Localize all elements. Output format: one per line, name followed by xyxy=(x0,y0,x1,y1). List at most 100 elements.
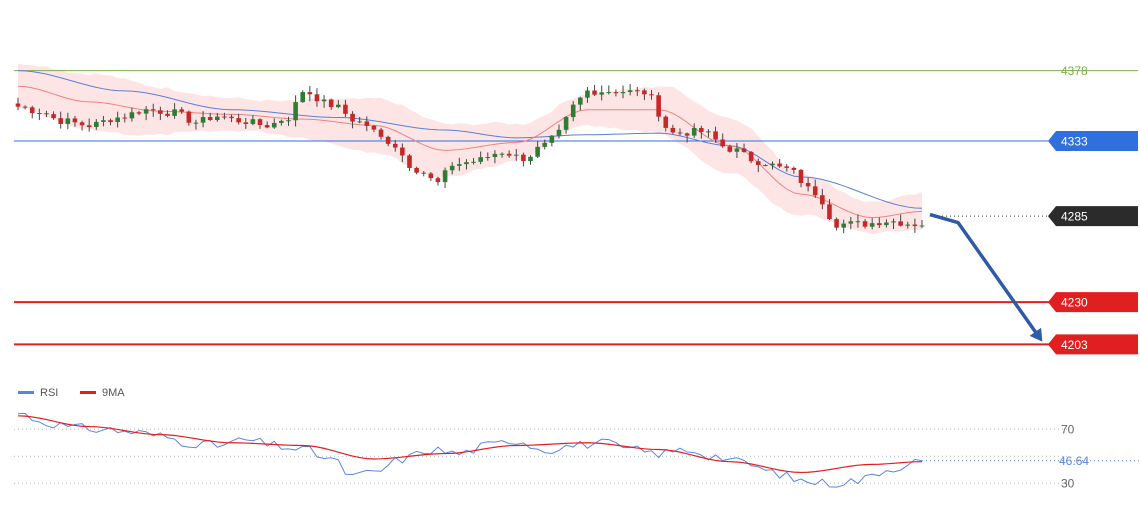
candle-body xyxy=(222,116,227,118)
candle-body xyxy=(129,112,135,119)
candle xyxy=(86,118,92,132)
candle xyxy=(158,106,163,120)
candle-body xyxy=(748,151,754,162)
candle xyxy=(215,112,220,122)
candle xyxy=(862,219,868,229)
candle-body xyxy=(435,178,441,183)
candle xyxy=(279,119,284,126)
candle xyxy=(165,110,170,118)
candle-body xyxy=(528,156,533,162)
candle-body xyxy=(784,166,790,168)
candle xyxy=(414,166,419,175)
candle-body xyxy=(720,139,725,147)
candle xyxy=(307,86,313,102)
candle xyxy=(93,119,99,130)
candle xyxy=(122,113,128,123)
candle-body xyxy=(442,170,448,183)
candle-body xyxy=(805,182,811,187)
candle-body xyxy=(29,107,35,114)
forecast-arrow-line xyxy=(929,212,1042,340)
candle-body xyxy=(101,120,106,122)
candle-body xyxy=(457,164,462,166)
candle xyxy=(777,159,782,168)
candle-body xyxy=(699,128,704,132)
candle-body xyxy=(286,120,291,122)
candle xyxy=(44,110,49,118)
candle xyxy=(713,126,718,143)
price-badge-4230 xyxy=(1048,292,1138,313)
candle-body xyxy=(257,119,263,126)
candle xyxy=(328,98,334,110)
candle-body xyxy=(663,116,669,128)
candle xyxy=(15,97,21,111)
candle-body xyxy=(499,153,505,155)
candle xyxy=(848,216,854,230)
candle xyxy=(699,125,704,139)
candle xyxy=(606,85,612,95)
candle xyxy=(812,179,818,198)
candle xyxy=(642,88,647,101)
bollinger-band xyxy=(18,63,922,235)
candle xyxy=(385,135,391,147)
candle xyxy=(741,143,747,153)
candle-body xyxy=(862,221,868,227)
candle-body xyxy=(770,163,775,166)
candle-body xyxy=(642,90,647,95)
candle xyxy=(58,111,64,129)
candle-body xyxy=(193,122,199,124)
candle-body xyxy=(122,117,128,119)
candle xyxy=(250,115,256,126)
candle xyxy=(442,167,448,188)
candle-body xyxy=(827,204,832,220)
candle xyxy=(855,214,861,228)
candle-body xyxy=(229,116,234,119)
candle xyxy=(798,168,804,188)
candle xyxy=(22,105,28,110)
candle-body xyxy=(734,148,740,152)
candle-body xyxy=(108,120,113,123)
price-badges-layer: 4378 4333 4285 4230 4203 xyxy=(1048,64,1138,355)
candle-body xyxy=(691,128,697,136)
candle xyxy=(791,166,797,174)
candle xyxy=(613,89,619,97)
candle-body xyxy=(328,99,334,108)
candle xyxy=(343,99,348,117)
candle xyxy=(684,132,690,143)
candle xyxy=(428,171,434,181)
candle xyxy=(784,164,790,172)
candle xyxy=(670,124,676,134)
candle xyxy=(805,177,811,192)
candle xyxy=(357,116,362,124)
candle xyxy=(435,176,441,186)
candle-body xyxy=(158,110,163,114)
candle-body xyxy=(855,221,861,223)
candle xyxy=(464,159,469,170)
candle xyxy=(499,152,505,158)
legend-label: 9MA xyxy=(102,387,125,399)
candle xyxy=(371,125,377,132)
candle xyxy=(827,199,832,220)
candle-body xyxy=(741,148,747,152)
candle-body xyxy=(93,121,99,128)
candle-body xyxy=(136,112,142,114)
candles-layer xyxy=(15,84,925,234)
candle-body xyxy=(492,153,498,158)
candle xyxy=(392,139,398,152)
price-badge-text: 4285 xyxy=(1061,210,1088,224)
candle-body xyxy=(599,92,604,95)
candle xyxy=(51,111,56,120)
candle xyxy=(143,106,149,121)
candle-body xyxy=(727,146,733,152)
candle xyxy=(321,95,327,108)
candle-body xyxy=(464,162,469,165)
candle xyxy=(563,116,569,134)
candle-body xyxy=(321,99,327,102)
candle-body xyxy=(165,113,170,116)
candle-body xyxy=(250,119,256,124)
candle xyxy=(649,89,654,100)
candle xyxy=(492,150,498,164)
candle-body xyxy=(656,95,661,117)
candle-body xyxy=(606,92,612,94)
candle-body xyxy=(912,224,918,227)
